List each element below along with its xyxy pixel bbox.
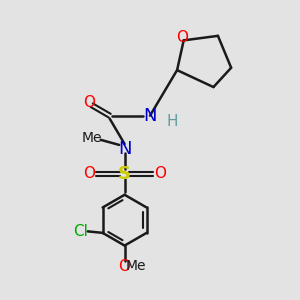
Text: O: O [176,31,188,46]
Text: O: O [83,167,95,182]
Text: H: H [167,113,178,128]
Text: O: O [118,259,130,274]
Text: N: N [143,107,157,125]
Text: O: O [83,95,95,110]
Text: Me: Me [82,131,102,145]
Text: N: N [118,140,131,158]
Text: S: S [118,165,131,183]
Text: Me: Me [126,260,146,274]
Text: Cl: Cl [74,224,88,239]
Text: O: O [154,167,166,182]
